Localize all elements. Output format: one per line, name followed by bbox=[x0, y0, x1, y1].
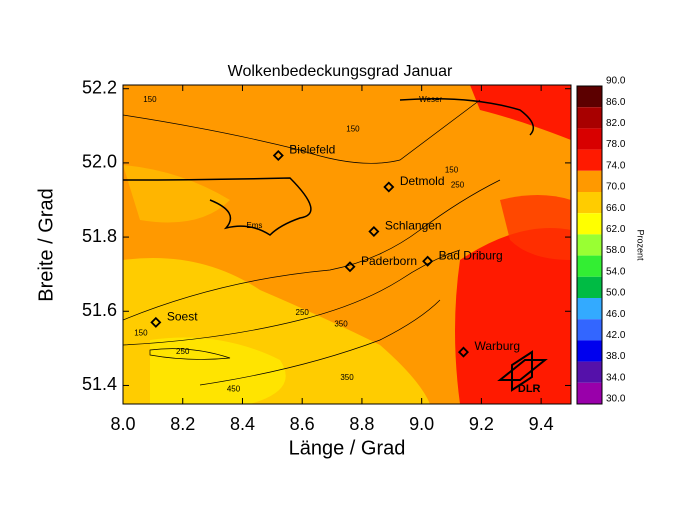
y-tick-label: 51.8 bbox=[82, 226, 117, 246]
city-marker bbox=[150, 316, 162, 328]
colorbar-tick-label: 54.0 bbox=[606, 266, 626, 277]
colorbar-band bbox=[577, 107, 602, 129]
dlr-logo bbox=[497, 350, 548, 392]
colorbar-tick-label: 34.0 bbox=[606, 372, 626, 383]
y-tick-label: 51.6 bbox=[82, 300, 117, 320]
x-tick-label: 8.6 bbox=[290, 414, 315, 434]
map-label: Weser bbox=[419, 95, 442, 104]
colorbar-band bbox=[577, 361, 602, 383]
colorbar-band bbox=[577, 149, 602, 171]
colorbar-band bbox=[577, 234, 602, 256]
contour-label: 150 bbox=[445, 165, 459, 174]
contour-label: 250 bbox=[176, 347, 190, 356]
colorbar-tick-label: 86.0 bbox=[606, 97, 626, 108]
x-tick-label: 8.4 bbox=[230, 414, 255, 434]
plot-frame bbox=[122, 84, 572, 405]
colorbar-tick-label: 62.0 bbox=[606, 224, 626, 235]
colorbar-band bbox=[577, 192, 602, 214]
x-tick-label: 8.8 bbox=[349, 414, 374, 434]
colorbar-tick-label: 90.0 bbox=[606, 76, 626, 87]
colorbar-label: Prozent bbox=[636, 229, 646, 261]
colorbar-band bbox=[577, 86, 602, 108]
chart-title: Wolkenbedeckungsgrad Januar bbox=[228, 63, 453, 80]
colorbar-tick-label: 42.0 bbox=[606, 330, 626, 341]
cloud-raster bbox=[123, 85, 571, 404]
colorbar-band bbox=[577, 382, 602, 404]
city-label: Paderborn bbox=[361, 254, 417, 268]
contour-label: 350 bbox=[340, 373, 354, 382]
city-label: Detmold bbox=[400, 174, 445, 188]
colorbar-band bbox=[577, 276, 602, 298]
city-label: Warburg bbox=[474, 339, 520, 353]
y-tick-label: 51.4 bbox=[82, 374, 117, 394]
city-marker bbox=[422, 255, 434, 267]
colorbar-frame bbox=[576, 85, 603, 405]
contour-label: 250 bbox=[451, 180, 465, 189]
colorbar-tick-label: 70.0 bbox=[606, 182, 626, 193]
contour-label: 350 bbox=[334, 319, 348, 328]
colorbar-band bbox=[577, 298, 602, 320]
contours bbox=[123, 98, 535, 386]
colorbar-tick-label: 58.0 bbox=[606, 245, 626, 256]
contour-label: 150 bbox=[346, 125, 360, 134]
x-tick-label: 9.4 bbox=[529, 414, 554, 434]
contour-label: 450 bbox=[227, 384, 241, 393]
colorbar-band bbox=[577, 340, 602, 362]
city-marker bbox=[272, 149, 284, 161]
x-axis-label: Länge / Grad bbox=[289, 437, 406, 459]
colorbar-band bbox=[577, 128, 602, 150]
city-marker bbox=[383, 181, 395, 193]
colorbar-tick-label: 74.0 bbox=[606, 160, 626, 171]
colorbar-tick-label: 50.0 bbox=[606, 288, 626, 299]
contour-label: 250 bbox=[296, 308, 310, 317]
x-tick-label: 9.2 bbox=[469, 414, 494, 434]
colorbar-tick-label: 30.0 bbox=[606, 394, 626, 405]
map-label: DLR bbox=[518, 383, 541, 395]
contour-label: 150 bbox=[134, 329, 148, 338]
city-label: Bad Driburg bbox=[439, 248, 503, 262]
city-label: Bielefeld bbox=[289, 143, 335, 157]
colorbar-tick-label: 82.0 bbox=[606, 118, 626, 129]
colorbar-tick-label: 78.0 bbox=[606, 139, 626, 150]
city-marker bbox=[344, 261, 356, 273]
y-axis-label: Breite / Grad bbox=[35, 188, 57, 301]
colorbar-tick-label: 66.0 bbox=[606, 203, 626, 214]
colorbar-tick-label: 38.0 bbox=[606, 351, 626, 362]
colorbar-band bbox=[577, 170, 602, 192]
city-label: Soest bbox=[167, 310, 198, 324]
city-label: Schlangen bbox=[385, 219, 442, 233]
x-tick-label: 9.0 bbox=[409, 414, 434, 434]
colorbar-tick-label: 46.0 bbox=[606, 309, 626, 320]
colorbar-band bbox=[577, 255, 602, 277]
contour-label: 150 bbox=[143, 95, 157, 104]
colorbar-band bbox=[577, 213, 602, 235]
y-tick-label: 52.0 bbox=[82, 152, 117, 172]
city-marker bbox=[368, 226, 380, 238]
city-marker bbox=[457, 346, 469, 358]
x-tick-label: 8.0 bbox=[110, 414, 135, 434]
y-tick-label: 52.2 bbox=[82, 77, 117, 97]
map-label: Ems bbox=[246, 221, 262, 230]
x-tick-label: 8.2 bbox=[170, 414, 195, 434]
colorbar-band bbox=[577, 319, 602, 341]
